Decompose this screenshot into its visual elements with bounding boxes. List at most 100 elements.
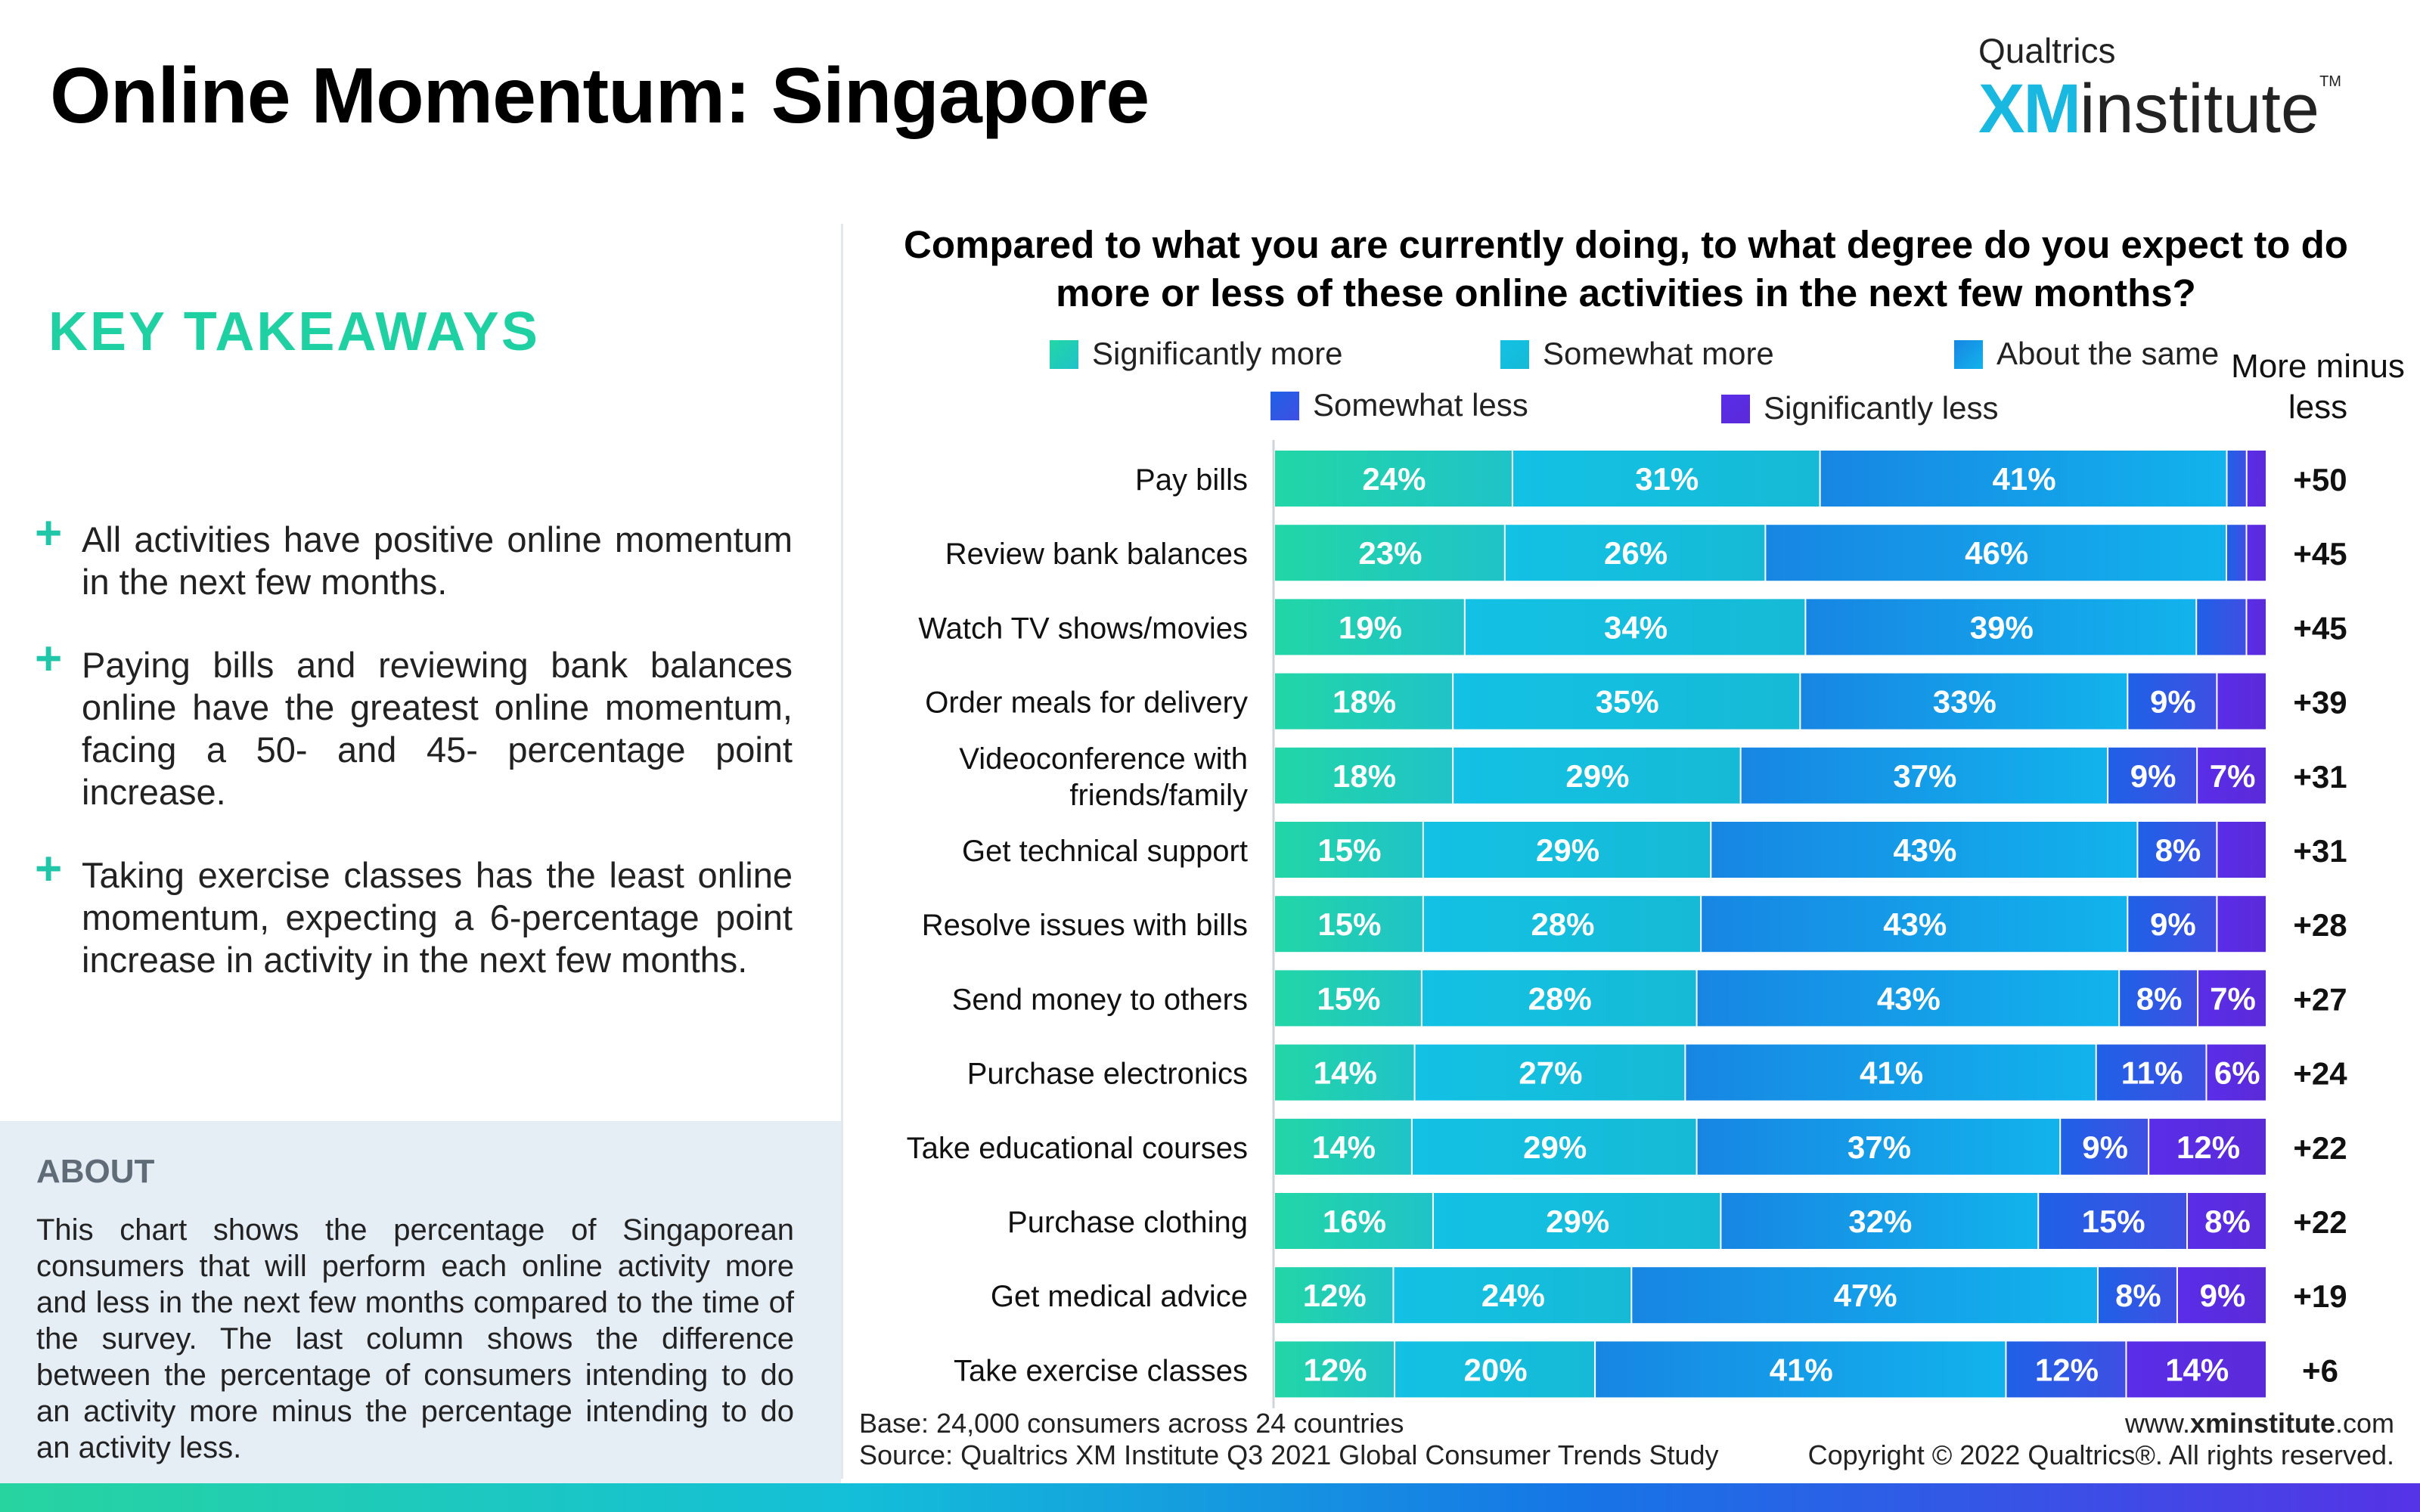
net-value: +39 [2293, 685, 2347, 720]
data-label: 18% [1333, 758, 1396, 794]
plus-icon: + [35, 633, 63, 685]
data-label: 33% [1933, 684, 1996, 720]
bar-segment [1412, 1118, 1696, 1175]
data-label: 27% [1519, 1055, 1582, 1091]
bar-segment [2198, 747, 2266, 804]
qualtrics-xm-institute-logo: Qualtrics XMinstituteTM [1978, 30, 2341, 144]
logo-institute: institute [2080, 70, 2320, 147]
data-label: 15% [1317, 981, 1380, 1016]
data-label: 7% [2210, 758, 2256, 794]
net-value: +22 [2293, 1204, 2347, 1240]
bar-segment [2217, 822, 2266, 878]
bar-segment [1275, 896, 1423, 953]
bar-segment [1275, 1118, 1411, 1175]
data-label: 20% [1464, 1352, 1528, 1387]
category-label: Videoconference with [959, 742, 1248, 776]
net-value: +19 [2293, 1278, 2347, 1314]
bar-segment [2197, 599, 2246, 655]
panel-divider [841, 224, 843, 1479]
bar-segment [2149, 1118, 2266, 1175]
bar-segment [2217, 896, 2266, 953]
bar-segment [1275, 822, 1423, 878]
bar-segment [1806, 599, 2196, 655]
category-label: Purchase electronics [967, 1058, 1248, 1091]
data-label: 43% [1893, 832, 1956, 868]
data-label: 9% [2200, 1278, 2246, 1313]
legend-swatch [1270, 392, 1299, 420]
data-label: 34% [1604, 609, 1668, 645]
key-takeaways-heading: KEY TAKEAWAYS [48, 302, 540, 362]
data-label: 12% [1303, 1352, 1367, 1387]
legend-about-the-same: About the same [1954, 336, 2219, 372]
data-label: 8% [2115, 1278, 2161, 1313]
bar-segment [1711, 822, 2137, 878]
legend-somewhat-less: Somewhat less [1270, 387, 1528, 423]
bar-segment [1801, 673, 2127, 730]
legend-swatch [1050, 340, 1078, 369]
bar-segment [1433, 1193, 1720, 1249]
footer-url-suffix: .com [2335, 1408, 2394, 1439]
data-label: 41% [1993, 461, 2056, 497]
data-label: 9% [2130, 758, 2176, 794]
bar-segment [1741, 747, 2108, 804]
category-label: Send money to others [952, 983, 1248, 1016]
footer-base: Base: 24,000 consumers across 24 countri… [859, 1408, 1404, 1439]
logo-tm: TM [2319, 73, 2341, 90]
category-label: Review bank balances [945, 538, 1248, 571]
bar-segment [2207, 1044, 2266, 1101]
data-label: 26% [1604, 535, 1668, 571]
bar-segment [2098, 1267, 2176, 1324]
takeaway-text: Paying bills and reviewing bank balances… [82, 645, 793, 812]
chart-title: Compared to what you are currently doing… [904, 223, 2348, 314]
bar-segment [2138, 822, 2217, 878]
data-label: 23% [1358, 535, 1422, 571]
net-column-header: More minus less [2231, 348, 2405, 426]
bar-segment [2247, 599, 2266, 655]
bar-segment [1596, 1341, 2006, 1398]
brand-gradient-bar [0, 1483, 2420, 1512]
data-label: 14% [1312, 1129, 1376, 1165]
bar-segment [2226, 525, 2246, 581]
bar-segment [1275, 1341, 1395, 1398]
data-label: 29% [1565, 758, 1629, 794]
net-value: +6 [2302, 1352, 2338, 1388]
category-label: Get medical advice [991, 1280, 1248, 1313]
bar-segment [2227, 451, 2246, 507]
data-label: 12% [2176, 1129, 2240, 1165]
net-value: +31 [2293, 759, 2347, 795]
data-label: 14% [2165, 1352, 2229, 1387]
legend-label: Somewhat more [1543, 336, 1774, 371]
category-label: Get technical support [962, 835, 1248, 868]
bar-segment [1275, 599, 1464, 655]
bar-segment [1766, 525, 2226, 581]
bar-segment [1275, 525, 1504, 581]
bar-segment [2177, 1267, 2266, 1324]
footer-copyright: Copyright © 2022 Qualtrics®. All rights … [1807, 1439, 2394, 1470]
net-value: +27 [2293, 981, 2347, 1017]
bar-segment [1394, 1267, 1631, 1324]
data-label: 8% [2136, 981, 2183, 1016]
data-label: 15% [1317, 906, 1381, 942]
bar-segment [1275, 970, 1421, 1027]
bar-segment [2039, 1193, 2187, 1249]
legend-swatch [1954, 340, 1983, 369]
category-label: Take educational courses [907, 1132, 1248, 1165]
bar-segment [1275, 451, 1512, 507]
category-label: Purchase clothing [1007, 1206, 1248, 1239]
bar-segment [2247, 451, 2266, 507]
legend-somewhat-more: Somewhat more [1500, 336, 1774, 372]
legend-label: Significantly less [1764, 390, 1999, 426]
legend-significantly-less: Significantly less [1721, 390, 1998, 426]
net-value: +31 [2293, 833, 2347, 869]
bar-segment [1275, 1044, 1414, 1101]
plus-icon: + [35, 507, 63, 559]
data-label: 24% [1481, 1278, 1545, 1313]
bar-segment [1423, 822, 1711, 878]
bar-segment [1454, 673, 1800, 730]
footer-url-prefix: www. [2124, 1408, 2190, 1439]
net-value: +24 [2293, 1056, 2347, 1092]
legend-label: About the same [1996, 336, 2220, 371]
bar-segment [1820, 451, 2226, 507]
legend-swatch [1500, 340, 1529, 369]
